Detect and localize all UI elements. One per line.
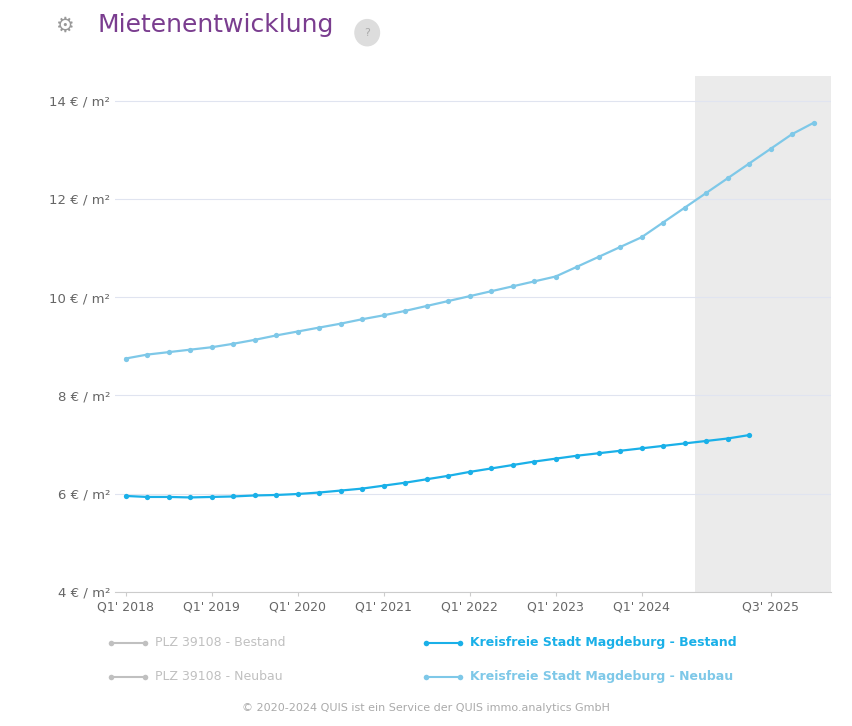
Text: Kreisfreie Stadt Magdeburg - Neubau: Kreisfreie Stadt Magdeburg - Neubau [470,670,734,683]
Text: © 2020-2024 QUIS ist ein Service der QUIS immo.analytics GmbH: © 2020-2024 QUIS ist ein Service der QUI… [242,703,610,713]
Text: PLZ 39108 - Bestand: PLZ 39108 - Bestand [155,636,285,649]
Text: Kreisfreie Stadt Magdeburg - Bestand: Kreisfreie Stadt Magdeburg - Bestand [470,636,737,649]
Text: Mietenentwicklung: Mietenentwicklung [98,13,334,38]
Circle shape [355,20,379,46]
Bar [695,76,831,592]
Text: PLZ 39108 - Neubau: PLZ 39108 - Neubau [155,670,283,683]
Text: ?: ? [365,28,370,38]
Text: ⚙: ⚙ [55,15,73,36]
